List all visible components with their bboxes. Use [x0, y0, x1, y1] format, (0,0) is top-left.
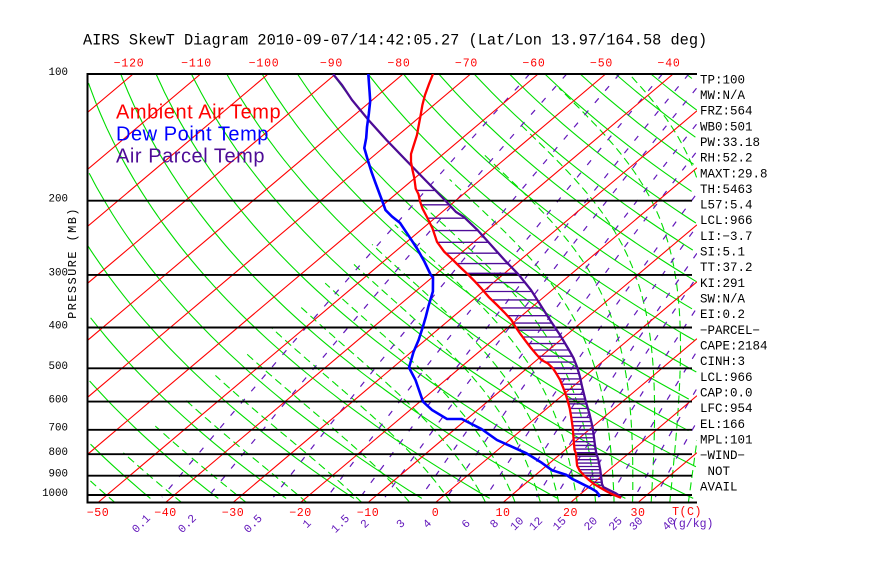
svg-text:700: 700 [49, 423, 68, 435]
svg-text:AVAIL: AVAIL [700, 481, 738, 495]
svg-text:−80: −80 [388, 58, 411, 71]
svg-text:−50: −50 [590, 58, 613, 71]
svg-text:−40: −40 [154, 507, 176, 520]
svg-text:RH:52.2: RH:52.2 [700, 152, 753, 166]
svg-text:PRESSURE (MB): PRESSURE (MB) [66, 207, 80, 319]
svg-text:TT:37.2: TT:37.2 [700, 261, 753, 275]
svg-text:200: 200 [49, 194, 68, 206]
svg-text:−20: −20 [289, 507, 311, 520]
svg-text:MPL:101: MPL:101 [700, 434, 753, 448]
svg-text:−50: −50 [87, 507, 109, 520]
svg-text:−WIND−: −WIND− [700, 449, 745, 463]
svg-text:900: 900 [49, 469, 68, 481]
svg-text:0: 0 [432, 507, 439, 520]
svg-text:−40: −40 [658, 58, 681, 71]
svg-text:Air Parcel Temp: Air Parcel Temp [116, 146, 265, 168]
svg-text:NOT: NOT [700, 465, 731, 479]
svg-text:400: 400 [49, 320, 68, 332]
svg-text:100: 100 [49, 67, 68, 79]
svg-text:EL:166: EL:166 [700, 418, 745, 432]
svg-text:CINH:3: CINH:3 [700, 355, 745, 369]
svg-text:−PARCEL−: −PARCEL− [700, 324, 760, 338]
svg-text:FRZ:564: FRZ:564 [700, 105, 753, 119]
svg-text:SI:5.1: SI:5.1 [700, 246, 745, 260]
svg-text:CAPE:2184: CAPE:2184 [700, 340, 768, 354]
svg-text:AIRS SkewT Diagram 2010-09-07/: AIRS SkewT Diagram 2010-09-07/14:42:05.2… [83, 32, 707, 50]
svg-text:LCL:966: LCL:966 [700, 214, 753, 228]
svg-text:800: 800 [49, 447, 68, 459]
svg-text:TP:100: TP:100 [700, 73, 745, 87]
svg-text:−60: −60 [523, 58, 546, 71]
svg-text:300: 300 [49, 268, 68, 280]
svg-text:30: 30 [631, 507, 646, 520]
svg-text:PW:33.18: PW:33.18 [700, 136, 760, 150]
svg-text:LI:−3.7: LI:−3.7 [700, 230, 753, 244]
svg-text:TH:5463: TH:5463 [700, 183, 753, 197]
svg-text:EI:0.2: EI:0.2 [700, 308, 745, 322]
svg-text:−110: −110 [181, 58, 212, 71]
svg-text:Dew Point Temp: Dew Point Temp [116, 124, 269, 146]
svg-text:−90: −90 [320, 58, 343, 71]
svg-text:WB0:501: WB0:501 [700, 120, 753, 134]
svg-text:−120: −120 [114, 58, 145, 71]
svg-text:LCL:966: LCL:966 [700, 371, 753, 385]
svg-text:1000: 1000 [42, 488, 68, 500]
svg-text:CAP:0.0: CAP:0.0 [700, 387, 753, 401]
svg-text:Ambient Air Temp: Ambient Air Temp [116, 102, 281, 124]
svg-text:(g/kg): (g/kg) [672, 518, 713, 531]
svg-text:LFC:954: LFC:954 [700, 402, 753, 416]
svg-text:−70: −70 [455, 58, 478, 71]
svg-text:−100: −100 [249, 58, 280, 71]
svg-text:KI:291: KI:291 [700, 277, 745, 291]
svg-text:L57:5.4: L57:5.4 [700, 199, 753, 213]
svg-text:SW:N/A: SW:N/A [700, 293, 746, 307]
svg-text:600: 600 [49, 394, 68, 406]
svg-text:10: 10 [496, 507, 511, 520]
svg-text:−10: −10 [357, 507, 379, 520]
svg-text:20: 20 [563, 507, 578, 520]
svg-text:MAXT:29.8: MAXT:29.8 [700, 167, 768, 181]
svg-text:−30: −30 [222, 507, 244, 520]
svg-text:T(C): T(C) [672, 506, 702, 519]
svg-text:500: 500 [49, 361, 68, 373]
svg-text:MW:N/A: MW:N/A [700, 89, 746, 103]
